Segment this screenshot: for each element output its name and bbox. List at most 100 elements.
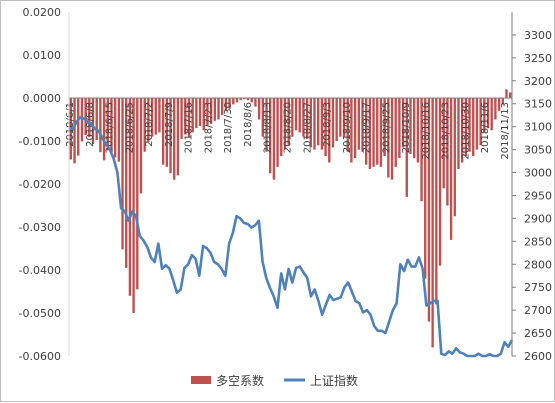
- bar: [497, 98, 501, 111]
- bar: [195, 98, 198, 129]
- left-axis-tick-label: -0.0600: [19, 350, 61, 363]
- bar: [232, 98, 235, 105]
- bar: [191, 98, 194, 133]
- bar: [420, 98, 423, 202]
- bar: [173, 98, 176, 180]
- bar: [501, 98, 504, 105]
- bar: [102, 98, 106, 161]
- bar: [143, 98, 146, 152]
- bar: [228, 98, 231, 109]
- bar: [280, 98, 283, 157]
- x-axis-tick-label: 2018/9/3: [322, 102, 333, 147]
- bar: [405, 98, 408, 197]
- bar: [77, 98, 80, 156]
- bar: [317, 98, 320, 146]
- right-axis-tick-label: 2600: [524, 350, 552, 363]
- left-axis-tick-label: -0.0100: [19, 135, 61, 148]
- bar: [342, 98, 346, 137]
- bar: [106, 98, 109, 151]
- x-axis-tick-label: 2018/7/16: [184, 102, 195, 153]
- bar: [361, 98, 364, 152]
- bar: [431, 98, 434, 348]
- bar: [335, 98, 338, 141]
- bar: [291, 98, 294, 137]
- bar: [435, 98, 438, 305]
- x-axis-tick-label: 2018/10/30: [461, 102, 472, 160]
- bar: [283, 98, 287, 150]
- x-axis-tick-label: 2018/9/25: [381, 102, 392, 153]
- bar: [184, 98, 187, 135]
- right-axis-tick-label: 2900: [524, 212, 552, 225]
- x-axis-tick-label: 2018/8/13: [263, 102, 274, 153]
- bar: [125, 98, 128, 268]
- bar: [372, 98, 375, 167]
- left-axis-tick-label: 0.0100: [23, 49, 62, 62]
- legend-swatch-bar: [191, 376, 211, 384]
- bar: [379, 98, 383, 167]
- right-axis-tick-label: 2850: [524, 235, 552, 248]
- bar: [453, 98, 456, 217]
- bar: [390, 98, 394, 180]
- bar: [365, 98, 368, 165]
- x-axis-tick-label: 2018/10/23: [441, 102, 452, 160]
- right-axis-tick-label: 3100: [524, 121, 552, 134]
- x-axis-tick-label: 2018/8/20: [283, 102, 294, 153]
- bar: [132, 98, 135, 313]
- bar: [328, 98, 331, 163]
- right-axis-tick-label: 2700: [524, 304, 552, 317]
- bar: [309, 98, 312, 148]
- bar: [468, 98, 471, 152]
- right-axis-tick-label: 3300: [524, 29, 552, 42]
- x-axis-tick-label: 2018/7/23: [203, 102, 214, 153]
- x-axis-tick-label: 2018/8/27: [302, 102, 313, 153]
- right-axis-tick-label: 2650: [524, 327, 552, 340]
- bar: [486, 98, 490, 129]
- bar: [398, 98, 401, 159]
- bar: [424, 98, 427, 279]
- left-axis-tick-label: -0.0200: [19, 178, 61, 191]
- bar: [88, 98, 91, 138]
- bar: [472, 98, 475, 157]
- right-axis-tick-label: 2950: [524, 189, 552, 202]
- right-axis-tick-label: 2750: [524, 281, 552, 294]
- left-axis-tick-label: 0.0200: [23, 6, 62, 19]
- bar: [320, 98, 324, 150]
- bar: [73, 98, 76, 164]
- bar: [243, 98, 246, 100]
- bar: [357, 98, 360, 150]
- legend-label-line: 上证指数: [310, 373, 358, 388]
- bar: [150, 98, 154, 137]
- bar: [209, 98, 213, 124]
- x-axis-tick-label: 2018/10/9: [401, 102, 412, 153]
- bar: [221, 98, 224, 116]
- bar: [449, 98, 453, 240]
- x-axis-tick-label: 2018/8/6: [243, 102, 254, 147]
- bar: [442, 98, 445, 189]
- x-axis-tick-label: 2018/7/30: [223, 102, 234, 153]
- bar: [305, 98, 309, 139]
- legend-label-bar: 多空系数: [216, 373, 264, 388]
- bar: [464, 98, 468, 157]
- bar: [416, 98, 420, 163]
- x-axis-tick-label: 2018/10/16: [421, 102, 432, 160]
- bar: [401, 98, 405, 148]
- bar: [250, 98, 253, 103]
- bar: [490, 98, 493, 131]
- bar: [409, 98, 412, 154]
- bar: [261, 98, 264, 137]
- x-axis-tick-label: 2018/6/25: [124, 102, 135, 153]
- right-axis-tick-label: 3150: [524, 98, 552, 111]
- bar: [99, 98, 102, 153]
- left-axis-tick-label: -0.0400: [19, 264, 61, 277]
- right-axis-tick-label: 3200: [524, 75, 552, 88]
- right-axis-tick-label: 2800: [524, 258, 552, 271]
- bar: [169, 98, 172, 174]
- index-line: [68, 116, 514, 358]
- bar: [298, 98, 301, 133]
- x-axis-tick-label: 2018/6/1: [65, 102, 76, 147]
- bar: [246, 98, 250, 101]
- bar: [91, 98, 95, 145]
- bar: [139, 98, 143, 194]
